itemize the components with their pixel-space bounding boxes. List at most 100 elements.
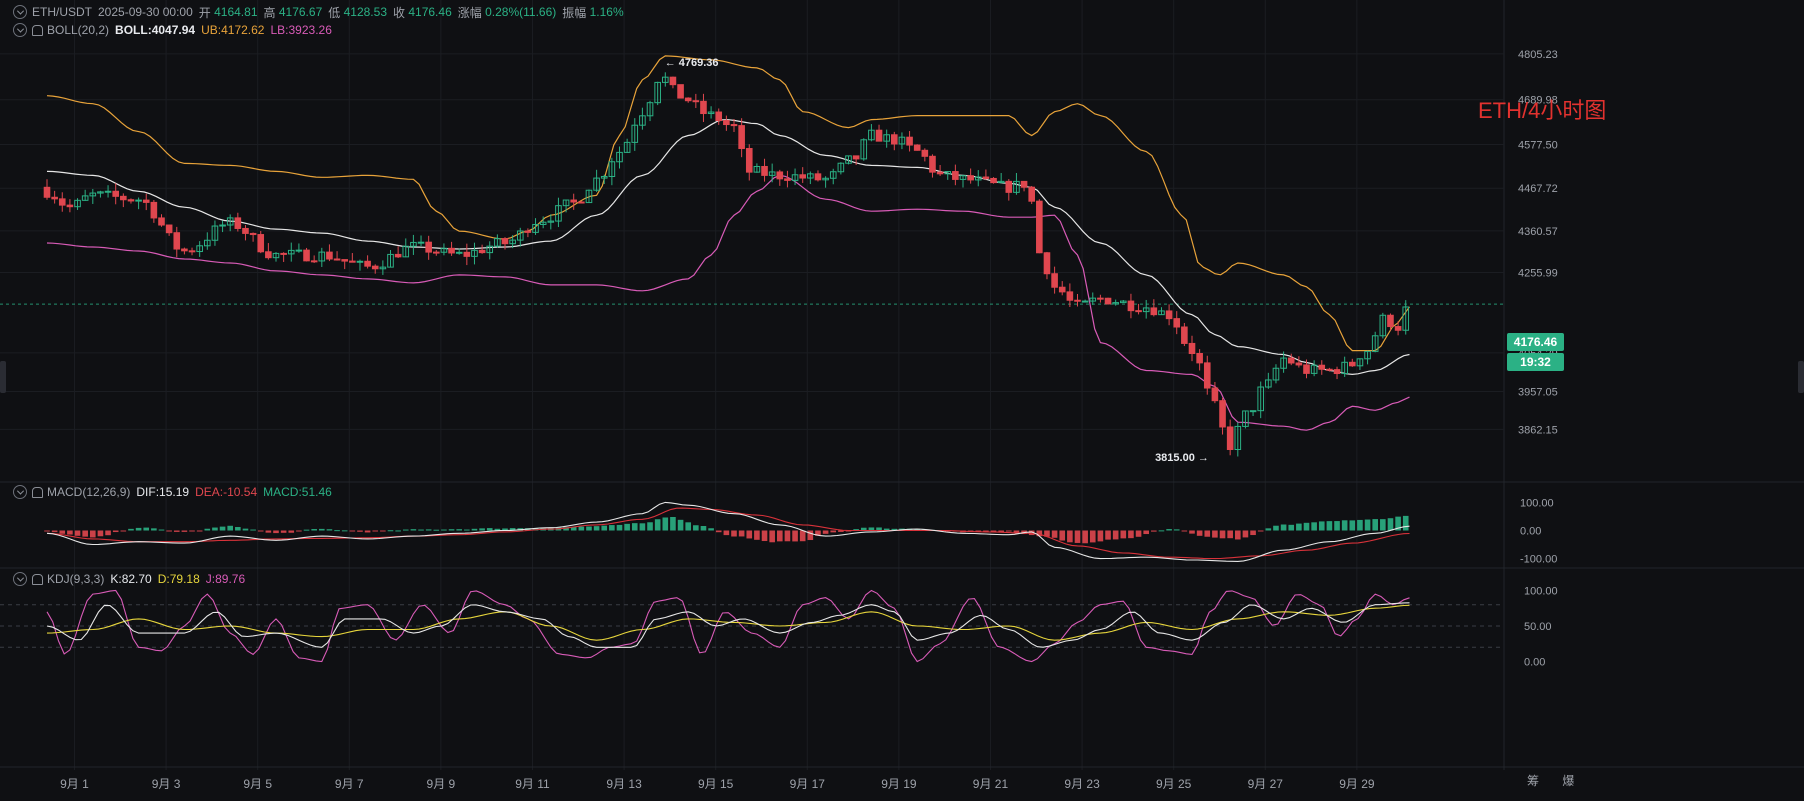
date-tick-label: 9月 15 [698, 777, 734, 791]
candle-up [516, 230, 524, 241]
macd-macd: MACD:51.46 [263, 485, 332, 499]
boll-middle-band [46, 119, 1410, 376]
macd-bar [1395, 516, 1401, 531]
candle-up [196, 245, 203, 253]
macd-dea-line [46, 507, 1410, 560]
macd-bar [189, 530, 195, 532]
kdj-k-line [46, 602, 1410, 648]
macd-bar [128, 528, 134, 531]
candle-up [1402, 306, 1410, 331]
right-drag-handle[interactable] [1798, 361, 1804, 393]
candle-up [837, 162, 845, 173]
bell-icon[interactable] [32, 486, 43, 498]
candle-down [1349, 361, 1356, 367]
macd-bar [1044, 530, 1050, 537]
candle-up [829, 171, 837, 179]
candle-up [494, 238, 501, 247]
macd-bar [570, 526, 577, 531]
date-tick-label: 9月 25 [1156, 777, 1192, 791]
bell-icon[interactable] [32, 573, 43, 585]
macd-bar [1380, 519, 1386, 531]
macd-bar [204, 528, 211, 531]
candle-up [440, 247, 448, 253]
macd-bar [471, 528, 478, 531]
macd-bar [1059, 530, 1066, 541]
candle-down [906, 136, 913, 146]
candle-down [982, 176, 990, 179]
macd-bar [380, 530, 386, 532]
candle-down [1203, 362, 1211, 389]
collapse-icon[interactable] [13, 572, 27, 586]
kdj-d: D:79.18 [157, 572, 200, 586]
collapse-icon[interactable] [13, 5, 27, 19]
price-tick-label: 3862.15 [1518, 424, 1558, 436]
candle-down [257, 234, 265, 253]
candle-up [1249, 410, 1257, 413]
candle-down [1318, 364, 1326, 370]
macd-bar [738, 530, 745, 537]
macd-bar [120, 530, 127, 532]
macd-bar [609, 525, 615, 531]
macd-dea: DEA:-10.54 [195, 485, 258, 499]
macd-bar [624, 523, 630, 531]
candle-up [845, 155, 852, 164]
candle-down [921, 149, 929, 157]
kdj-name: KDJ(9,3,3) [47, 572, 105, 586]
left-drag-handle[interactable] [0, 361, 6, 393]
macd-bar [685, 522, 691, 531]
candle-up [791, 174, 799, 181]
candle-up [486, 245, 494, 254]
macd-bar [227, 525, 233, 531]
candle-down [394, 253, 402, 258]
candle-down [1104, 297, 1112, 305]
candle-up [547, 220, 555, 223]
candle-down [310, 260, 318, 263]
macd-tick-label: 100.00 [1520, 497, 1554, 509]
macd-bar [723, 530, 730, 536]
candle-down [776, 171, 784, 180]
candle-down [242, 227, 249, 234]
candle-down [433, 251, 440, 254]
macd-bar [494, 528, 501, 531]
macd-bar [593, 526, 600, 531]
kdj-tick-label: 0.00 [1524, 656, 1545, 668]
collapse-icon[interactable] [13, 23, 27, 37]
macd-tick-label: -100.00 [1520, 554, 1557, 566]
macd-bar [1204, 530, 1211, 537]
collapse-icon[interactable] [13, 485, 27, 499]
macd-bar [647, 522, 653, 531]
candle-down [715, 111, 723, 122]
bell-icon[interactable] [32, 24, 43, 36]
boll-legend: BOLL(20,2) BOLL:4047.94 UB:4172.62 LB:39… [0, 21, 338, 39]
macd-bar [196, 530, 203, 532]
macd-bar [1326, 521, 1333, 531]
candle-down [1387, 314, 1394, 328]
candle-up [219, 224, 226, 227]
candle-down [852, 155, 860, 160]
candle-up [379, 266, 387, 270]
candle-down [371, 265, 379, 270]
candle-down [333, 258, 341, 261]
candle-down [1219, 400, 1226, 428]
corner-buttons[interactable]: 筹 爆 [1527, 774, 1585, 788]
candle-up [410, 241, 417, 247]
boll-name: BOLL(20,2) [47, 23, 110, 37]
macd-bar [334, 530, 340, 532]
candle-up [974, 176, 982, 181]
macd-bar [1212, 530, 1218, 538]
kdj-legend: KDJ(9,3,3) K:82.70 D:79.18 J:89.76 [0, 570, 251, 588]
candle-up [1272, 367, 1280, 381]
candle-down [1043, 252, 1051, 275]
candle-down [463, 251, 471, 257]
candle-down [1287, 357, 1295, 364]
macd-bar [97, 530, 104, 537]
macd-tick-label: 0.00 [1520, 526, 1541, 538]
candle-up [471, 249, 478, 257]
candle-down [341, 259, 348, 262]
candle-down [929, 155, 936, 173]
date-tick-label: 9月 11 [515, 777, 550, 791]
macd-bar [1105, 530, 1111, 540]
macd-bar [90, 530, 96, 538]
macd-bar [777, 530, 783, 542]
